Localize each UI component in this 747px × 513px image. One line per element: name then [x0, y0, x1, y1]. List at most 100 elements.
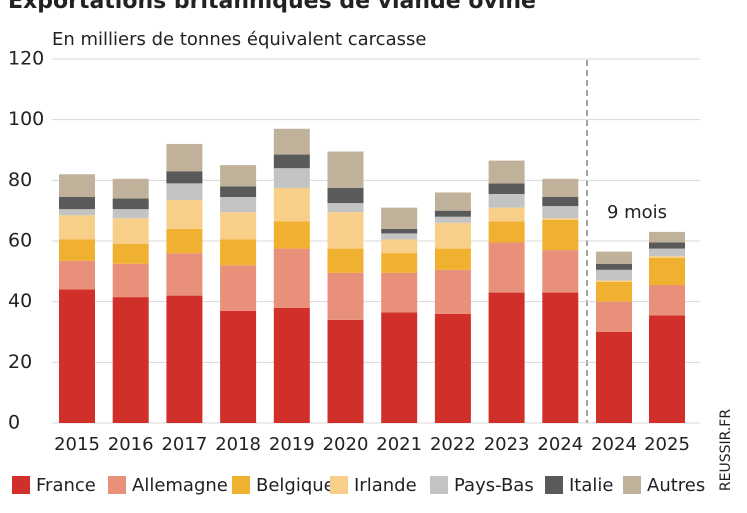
- bar-segment: [488, 207, 525, 222]
- legend-label: Belgique: [256, 475, 335, 496]
- y-tick-label: 120: [8, 48, 44, 70]
- bar-segment: [327, 248, 364, 273]
- legend-label: Pays-Bas: [454, 475, 534, 496]
- bar-segment: [220, 239, 257, 266]
- legend-label: Autres: [647, 475, 705, 496]
- bar-segment: [542, 218, 579, 220]
- bar-segment: [434, 269, 471, 314]
- bar-segment: [273, 221, 310, 249]
- bar-segment: [649, 257, 685, 285]
- bar-segment: [434, 216, 471, 223]
- bar-segment: [59, 239, 95, 261]
- x-tick-label: 2022: [430, 434, 476, 455]
- legend-label: Irlande: [354, 475, 417, 496]
- legend-label: Allemagne: [132, 475, 228, 496]
- bar-segment: [166, 183, 203, 201]
- bar-segment: [59, 209, 95, 216]
- chart-title: Exportations britanniques de viande ovin…: [8, 0, 536, 14]
- y-tick-label: 40: [8, 290, 32, 312]
- x-tick-label: 2025: [644, 434, 690, 455]
- bar-segment: [112, 297, 149, 423]
- bar-segment: [488, 242, 525, 293]
- legend-swatch: [108, 476, 126, 494]
- bar-segment: [434, 210, 471, 217]
- bar-segment: [273, 248, 310, 308]
- bar-segment: [649, 284, 685, 316]
- x-tick-label: 2021: [376, 434, 422, 455]
- bar-segment: [166, 253, 203, 296]
- bar-segment: [220, 265, 257, 311]
- bar-segment: [381, 253, 418, 273]
- bar-segment: [649, 231, 685, 243]
- bar-segment: [59, 215, 95, 240]
- x-tick-label: 2016: [108, 434, 154, 455]
- bar-segment: [596, 301, 632, 332]
- x-tick-label: 2024: [591, 434, 637, 455]
- x-tick-label: 2019: [269, 434, 315, 455]
- x-tick-label: 2017: [161, 434, 207, 455]
- bar-segment: [273, 307, 310, 423]
- bar-segment: [434, 222, 471, 249]
- bar-segment: [488, 193, 525, 208]
- bar-segment: [488, 160, 525, 184]
- bar-segment: [327, 187, 364, 204]
- bar-segment: [112, 218, 149, 245]
- bar-segment: [542, 219, 579, 251]
- bar-segment: [327, 151, 364, 188]
- y-tick-label: 100: [8, 108, 44, 130]
- legend-swatch: [545, 476, 563, 494]
- bar-segment: [488, 292, 525, 423]
- bar-segment: [381, 233, 418, 240]
- bar-segment: [488, 221, 525, 243]
- bar-segment: [220, 186, 257, 198]
- y-tick-label: 60: [8, 230, 32, 252]
- bar-segment: [596, 251, 632, 264]
- bar-segment: [327, 272, 364, 320]
- source: REUSSIR.FR: [718, 409, 734, 491]
- bar-segment: [112, 178, 149, 199]
- bar-segment: [327, 319, 364, 423]
- bar-segment: [596, 281, 632, 302]
- bar-segment: [220, 310, 257, 423]
- y-tick-label: 80: [8, 169, 32, 191]
- bar-segment: [542, 197, 579, 207]
- bar-segment: [166, 228, 203, 254]
- x-tick-label: 2024: [537, 434, 583, 455]
- legend-swatch: [623, 476, 641, 494]
- bar-segment: [59, 260, 95, 290]
- x-tick-label: 2023: [484, 434, 530, 455]
- bar-segment: [649, 242, 685, 249]
- bar-segment: [327, 212, 364, 249]
- annotation: 9 mois: [607, 202, 667, 223]
- bar-segment: [434, 313, 471, 423]
- bar-segment: [649, 256, 685, 258]
- bar-segment: [542, 292, 579, 423]
- legend-swatch: [232, 476, 250, 494]
- bar-segment: [220, 197, 257, 213]
- chart-subtitle: En milliers de tonnes équivalent carcass…: [52, 29, 426, 50]
- bar-segment: [166, 171, 203, 184]
- bar-segment: [434, 248, 471, 270]
- bar-segment: [381, 272, 418, 313]
- bar-segment: [273, 128, 310, 155]
- bar-segment: [381, 228, 418, 234]
- legend-swatch: [330, 476, 348, 494]
- bar-segment: [166, 200, 203, 229]
- bar-segment: [327, 203, 364, 213]
- bar-segment: [596, 269, 632, 281]
- bar-segment: [112, 209, 149, 219]
- x-tick-label: 2018: [215, 434, 261, 455]
- y-tick-label: 0: [8, 412, 20, 434]
- y-tick-label: 20: [8, 351, 32, 373]
- bar-segment: [112, 198, 149, 210]
- bar-segment: [542, 206, 579, 219]
- bar-segment: [273, 187, 310, 222]
- legend-swatch: [430, 476, 448, 494]
- x-tick-label: 2015: [54, 434, 100, 455]
- bar-segment: [166, 295, 203, 423]
- legend-label: Italie: [569, 475, 613, 496]
- legend-swatch: [12, 476, 30, 494]
- bar-segment: [112, 244, 149, 264]
- bar-segment: [542, 250, 579, 293]
